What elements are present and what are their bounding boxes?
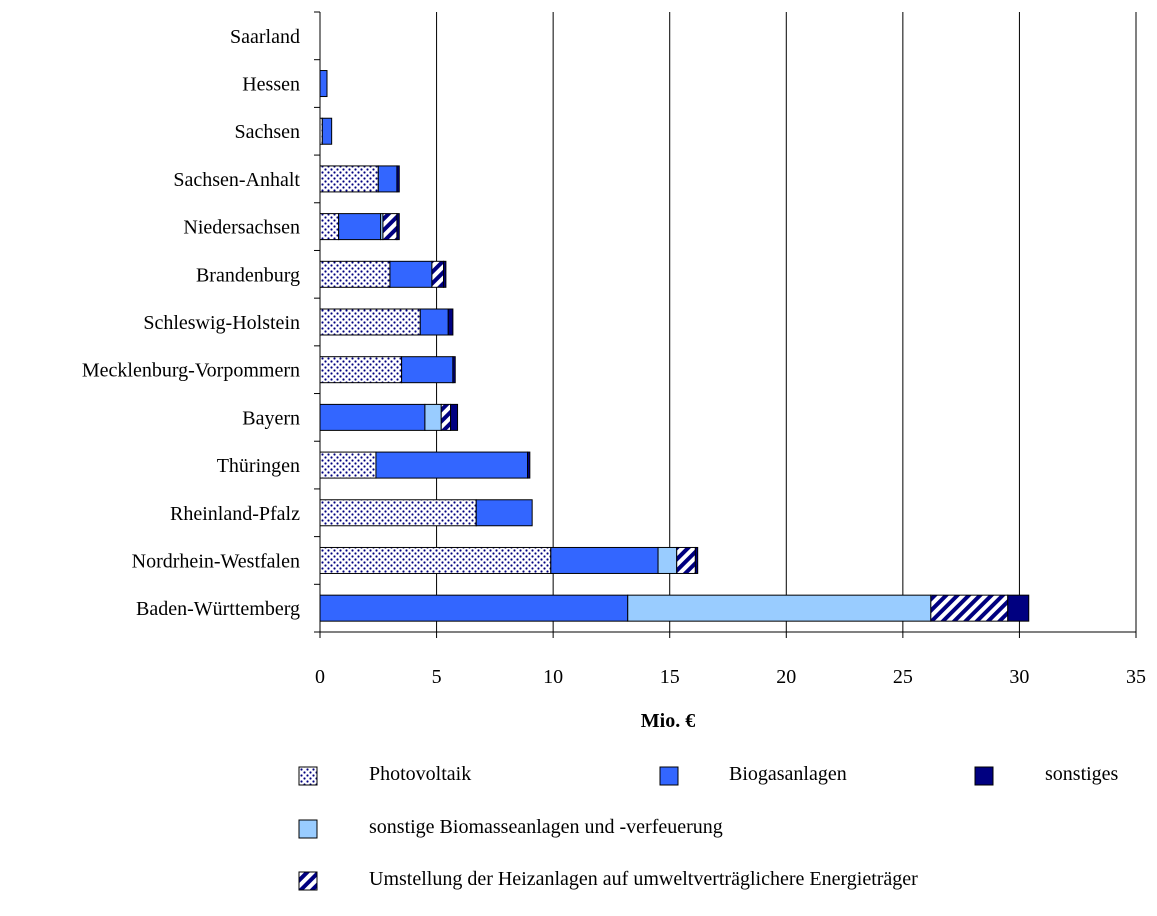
- bar-heating-8: [440, 403, 452, 431]
- x-tick-label: 5: [432, 666, 442, 688]
- bar-biogas-9: [375, 451, 528, 479]
- bar-other-3: [396, 165, 400, 193]
- bar-other-5: [443, 260, 447, 288]
- category-label: Sachsen: [234, 121, 300, 143]
- x-tick-label: 30: [1009, 666, 1029, 688]
- bar-heating-11: [676, 546, 696, 574]
- legend-swatch-biomass: [298, 819, 318, 839]
- bar-biogas-1: [319, 70, 328, 98]
- x-tick-label: 35: [1126, 666, 1146, 688]
- category-label: Saarland: [230, 26, 300, 48]
- category-label: Rheinland-Pfalz: [170, 503, 300, 525]
- bar-pv-4: [319, 213, 340, 241]
- legend-swatch-biogas: [659, 766, 679, 786]
- bar-heating-12: [930, 594, 1009, 622]
- x-tick-labels: 0 5 10 15 20 25 30 35: [315, 666, 1146, 688]
- legend: Photovoltaik Biogasanlagen sonstiges sonsti…: [298, 763, 1119, 891]
- category-label: Thüringen: [217, 455, 300, 477]
- x-tick-label: 10: [543, 666, 563, 688]
- x-tick-label: 15: [660, 666, 680, 688]
- bar-biogas-3: [377, 165, 398, 193]
- legend-label-heating: Umstellung der Heizanlagen auf umweltver…: [369, 868, 918, 890]
- gridlines: [436, 12, 1137, 632]
- legend-swatch-heating: [298, 871, 318, 891]
- category-label: Hessen: [242, 74, 300, 96]
- bar-other-6: [447, 308, 454, 336]
- legend-swatch-pv: [298, 766, 318, 786]
- category-label: Niedersachsen: [183, 217, 300, 239]
- bar-other-8: [450, 403, 459, 431]
- bar-biogas-2: [321, 117, 333, 145]
- bar-biogas-4: [338, 213, 382, 241]
- bar-other-12: [1007, 594, 1030, 622]
- bar-heating-4: [382, 213, 398, 241]
- category-label: Nordrhein-Westfalen: [132, 550, 300, 572]
- bar-other-9: [526, 451, 531, 479]
- category-label: Bayern: [242, 407, 300, 429]
- bar-pv-11: [319, 546, 552, 574]
- bar-other-4: [396, 213, 400, 241]
- legend-label-other: sonstiges: [1045, 763, 1119, 785]
- bar-pv-3: [319, 165, 379, 193]
- category-labels: Saarland Hessen Sachsen Sachsen-Anhalt Niede…: [82, 26, 301, 620]
- bar-pv-9: [319, 451, 377, 479]
- legend-label-pv: Photovoltaik: [369, 763, 471, 785]
- bar-other-11: [694, 546, 699, 574]
- bar-biogas-8: [319, 403, 426, 431]
- axes: [314, 11, 1137, 638]
- bar-pv-10: [319, 499, 477, 527]
- category-label: Sachsen-Anhalt: [173, 169, 300, 191]
- bar-heating-5: [431, 260, 445, 288]
- x-axis-title: Mio. €: [641, 710, 695, 732]
- bar-biogas-7: [401, 356, 454, 384]
- legend-swatch-other: [974, 766, 994, 786]
- bar-pv-7: [319, 356, 403, 384]
- category-label: Schleswig-Holstein: [143, 312, 300, 334]
- bar-biogas-11: [550, 546, 659, 574]
- bar-other-7: [452, 356, 456, 384]
- legend-label-biogas: Biogasanlagen: [729, 763, 847, 785]
- x-tick-label: 25: [893, 666, 913, 688]
- bar-biomass-11: [657, 546, 678, 574]
- bar-biogas-5: [389, 260, 433, 288]
- bar-biogas-10: [475, 499, 533, 527]
- bar-biomass-12: [627, 594, 932, 622]
- x-tick-label: 20: [776, 666, 796, 688]
- x-tick-label: 0: [315, 666, 325, 688]
- bar-biogas-6: [419, 308, 449, 336]
- legend-label-biomass: sonstige Biomasseanlagen und -verfeuerun…: [369, 816, 723, 838]
- bar-biomass-8: [424, 403, 442, 431]
- bars: [319, 70, 1030, 622]
- category-label: Baden-Württemberg: [136, 598, 300, 620]
- category-label: Brandenburg: [196, 264, 300, 286]
- bar-pv-5: [319, 260, 391, 288]
- category-label: Mecklenburg-Vorpommern: [82, 360, 300, 382]
- bar-biogas-12: [319, 594, 629, 622]
- bar-pv-6: [319, 308, 421, 336]
